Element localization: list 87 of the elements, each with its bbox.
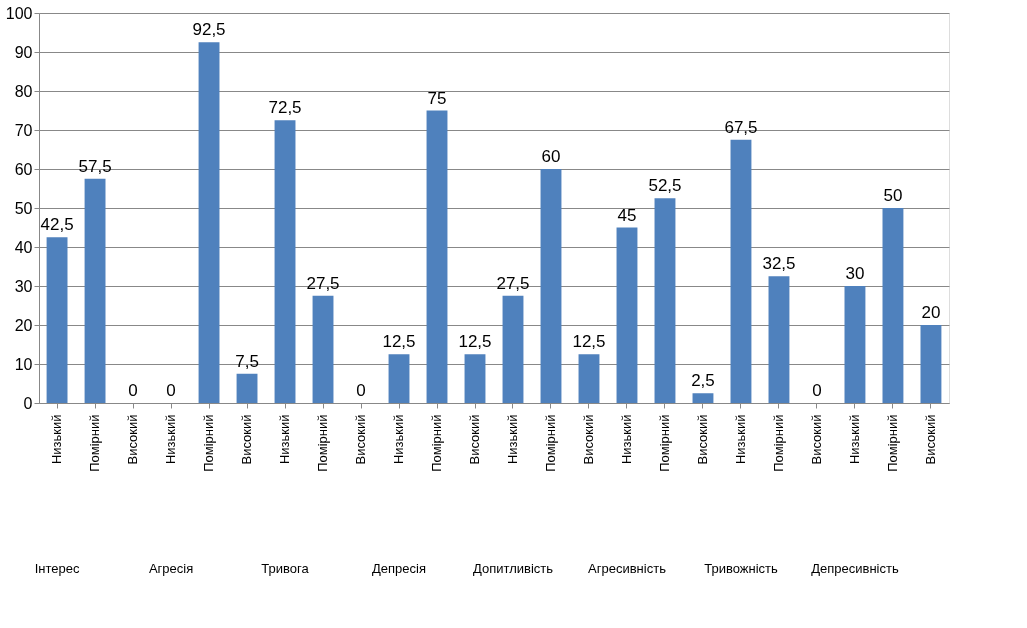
data-label: 60 — [541, 147, 561, 166]
data-label: 0 — [128, 381, 138, 400]
text: Тривога — [261, 561, 310, 576]
x-tick-label: Низький — [163, 414, 179, 465]
bar — [84, 178, 106, 403]
x-tick-label: Високий — [125, 414, 141, 465]
data-label: 12,5 — [458, 332, 492, 352]
text: Інтерес — [34, 561, 80, 576]
data-label: 0 — [166, 381, 176, 400]
y-tick-label: 0 — [23, 394, 33, 412]
bar — [540, 169, 562, 403]
x-tick-label: Низький — [277, 414, 293, 465]
data-label: 50 — [883, 186, 903, 205]
x-tick-label: Низький — [49, 414, 65, 465]
data-label: 32,5 — [762, 254, 796, 274]
data-label: 52,5 — [648, 176, 682, 196]
x-tick-label: Помірний — [87, 414, 103, 472]
data-label: 92,5 — [192, 20, 226, 40]
x-tick-label: Помірний — [770, 414, 786, 472]
bar — [464, 354, 486, 403]
y-tick-label: 50 — [14, 199, 33, 217]
data-label: 0 — [356, 381, 366, 400]
bar — [654, 198, 676, 403]
x-tick-label: Помірний — [542, 414, 558, 472]
data-label: 7,5 — [235, 351, 259, 371]
data-label: 72,5 — [268, 98, 302, 118]
text: Депресивність — [811, 561, 899, 576]
y-tick-label: 60 — [14, 160, 33, 178]
x-tick-label: Помірний — [656, 414, 672, 472]
bar — [578, 354, 600, 403]
data-label: 12,5 — [382, 332, 416, 352]
x-tick-label: Високий — [808, 414, 824, 465]
y-tick-label: 80 — [14, 82, 33, 100]
x-tick-label: Високий — [239, 414, 255, 465]
data-label: 0 — [812, 381, 822, 400]
bar — [502, 295, 524, 403]
y-tick-label: 30 — [14, 277, 33, 295]
bar — [882, 208, 904, 403]
bar — [692, 393, 714, 403]
x-tick-label: Високий — [353, 414, 369, 465]
y-tick-label: 40 — [14, 238, 33, 256]
text: Допитливість — [472, 561, 554, 576]
data-label: 75 — [427, 88, 447, 108]
data-label: 57,5 — [78, 156, 112, 176]
data-label: 27,5 — [306, 273, 340, 293]
data-label: 12,5 — [572, 332, 606, 352]
y-tick-label: 100 — [5, 4, 33, 22]
x-tick-label: Низький — [505, 414, 520, 465]
x-tick-label: Низький — [618, 414, 634, 465]
bar — [198, 42, 220, 403]
bar — [312, 295, 334, 403]
x-tick-label: Помірний — [884, 414, 900, 472]
data-label: 30 — [845, 264, 865, 283]
x-tick-label: Низький — [732, 414, 748, 465]
data-label: 2,5 — [691, 371, 715, 391]
data-label: 67,5 — [724, 117, 758, 137]
bar — [616, 227, 638, 403]
x-tick-label: Високий — [580, 414, 596, 465]
x-tick-label: Високий — [694, 414, 710, 465]
data-label: 20 — [921, 303, 941, 322]
y-tick-label: 10 — [14, 355, 33, 373]
y-tick-label: 20 — [14, 316, 33, 334]
text: Тривожність — [704, 561, 778, 576]
x-tick-label: Низький — [846, 414, 862, 465]
x-tick-label: Помірний — [201, 414, 217, 472]
bar — [46, 237, 68, 403]
data-label: 45 — [617, 205, 637, 225]
x-tick-label: Низький — [391, 414, 407, 465]
bar — [236, 373, 258, 403]
y-tick-label: 90 — [14, 43, 33, 61]
bar — [768, 276, 790, 403]
x-tick-label: Високий — [467, 414, 482, 465]
data-label: 27,5 — [496, 273, 530, 293]
bar — [844, 286, 866, 403]
bar — [274, 120, 296, 403]
text: Агресія — [148, 561, 194, 576]
text: Агресивність — [588, 561, 667, 576]
bar — [920, 325, 942, 403]
x-tick-label: Помірний — [315, 414, 331, 472]
x-tick-label: Високий — [922, 414, 938, 465]
text: Депресія — [372, 561, 426, 576]
x-tick-label: Помірний — [429, 414, 445, 472]
bar — [388, 354, 410, 403]
y-tick-label: 70 — [14, 121, 33, 139]
bar — [426, 110, 448, 403]
data-label: 42,5 — [40, 215, 74, 235]
bar — [730, 139, 752, 403]
